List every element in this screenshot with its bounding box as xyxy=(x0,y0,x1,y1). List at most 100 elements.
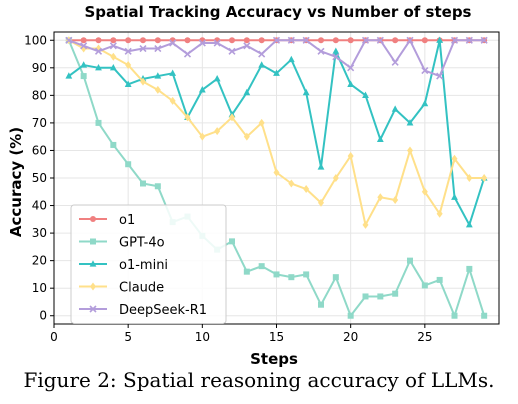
data-point xyxy=(347,151,354,160)
data-point xyxy=(94,47,103,55)
y-tick-label: 80 xyxy=(32,88,47,102)
data-point xyxy=(140,180,146,187)
data-point xyxy=(184,37,191,44)
data-point xyxy=(272,36,281,44)
data-point xyxy=(287,55,295,63)
data-point xyxy=(318,37,324,44)
data-point xyxy=(213,39,221,47)
data-point xyxy=(347,312,354,319)
data-point xyxy=(95,64,102,71)
legend-label: Claude xyxy=(119,281,164,296)
data-point xyxy=(436,209,443,218)
data-point xyxy=(65,72,73,79)
y-tick-label: 70 xyxy=(32,116,47,130)
y-tick-label: 50 xyxy=(32,171,47,185)
data-point xyxy=(229,238,235,245)
x-tick-label: 5 xyxy=(124,330,132,344)
data-point xyxy=(421,99,429,107)
data-point xyxy=(169,96,176,105)
data-point xyxy=(406,36,414,44)
data-point xyxy=(140,77,146,86)
data-point xyxy=(421,282,428,289)
data-point xyxy=(392,196,399,205)
data-point xyxy=(140,37,146,44)
series-deepseek-r1 xyxy=(65,36,488,80)
legend-entry: Claude xyxy=(79,281,164,296)
data-point xyxy=(273,168,280,177)
data-point xyxy=(465,221,473,228)
data-point xyxy=(481,312,488,319)
data-point xyxy=(243,88,251,96)
legend-swatch-marker xyxy=(90,282,96,291)
data-point xyxy=(258,61,266,68)
data-point xyxy=(80,73,87,80)
data-point xyxy=(109,42,117,50)
data-point xyxy=(481,174,488,182)
data-point xyxy=(376,36,384,44)
data-point xyxy=(214,127,221,136)
data-point xyxy=(347,80,355,87)
data-point xyxy=(377,193,384,202)
data-point xyxy=(362,293,369,300)
data-point xyxy=(258,37,265,44)
data-point xyxy=(288,274,295,281)
legend-swatch-marker xyxy=(90,238,96,245)
data-point xyxy=(229,113,235,122)
data-point xyxy=(332,174,339,182)
data-point xyxy=(273,69,280,76)
legend-label: o1 xyxy=(119,213,135,228)
legend-label: o1-mini xyxy=(119,258,168,273)
data-point xyxy=(392,37,399,44)
data-point xyxy=(421,67,429,75)
data-point xyxy=(332,274,339,281)
data-point xyxy=(110,52,117,61)
data-point xyxy=(110,141,117,148)
data-point xyxy=(95,119,102,126)
data-point xyxy=(480,36,488,44)
chart-title: Spatial Tracking Accuracy vs Number of s… xyxy=(84,3,471,21)
x-tick-label: 10 xyxy=(195,330,210,344)
legend: o1 GPT-4o o1-mini Claude DeepSeek-R1 xyxy=(70,204,227,324)
axis-ticks: 0 5 10 15 20 25 0 10 20 30 40 50 60 70 80 90 100 xyxy=(24,33,432,344)
legend-label: DeepSeek-R1 xyxy=(119,303,207,318)
legend-swatch-marker xyxy=(89,260,97,267)
data-point xyxy=(125,37,132,44)
data-point xyxy=(347,37,354,44)
data-point xyxy=(110,37,117,44)
legend-entry: GPT-4o xyxy=(79,236,165,251)
data-point xyxy=(391,105,399,112)
data-point xyxy=(407,257,413,264)
data-point xyxy=(465,36,473,44)
data-point xyxy=(391,58,399,66)
x-tick-label: 0 xyxy=(50,330,58,344)
series-layer xyxy=(65,36,488,319)
data-point xyxy=(124,80,132,87)
legend-entry: DeepSeek-R1 xyxy=(79,303,207,318)
data-point xyxy=(317,47,325,55)
series-claude xyxy=(65,36,488,229)
data-point xyxy=(376,135,384,143)
data-point xyxy=(302,36,310,44)
legend-swatch-marker xyxy=(89,305,97,313)
data-point xyxy=(199,132,206,141)
data-point xyxy=(243,132,250,141)
data-point xyxy=(243,37,250,44)
data-point xyxy=(154,44,162,53)
y-tick-label: 30 xyxy=(32,226,47,240)
data-point xyxy=(184,113,191,122)
accuracy-line-chart: Spatial Tracking Accuracy vs Number of s… xyxy=(7,3,500,368)
data-point xyxy=(303,185,310,194)
data-point xyxy=(198,39,206,47)
x-axis-title: Steps xyxy=(250,350,298,368)
data-point xyxy=(362,91,369,98)
x-tick-label: 20 xyxy=(343,330,358,344)
y-axis-title: Accuracy (%) xyxy=(7,127,25,237)
data-point xyxy=(436,36,444,43)
y-tick-label: 100 xyxy=(24,33,47,47)
data-point xyxy=(421,187,428,196)
y-tick-label: 90 xyxy=(32,61,47,75)
data-point xyxy=(451,154,458,163)
data-point xyxy=(243,268,250,275)
figure-caption: Figure 2: Spatial reasoning accuracy of … xyxy=(23,368,495,392)
data-point xyxy=(198,86,206,93)
